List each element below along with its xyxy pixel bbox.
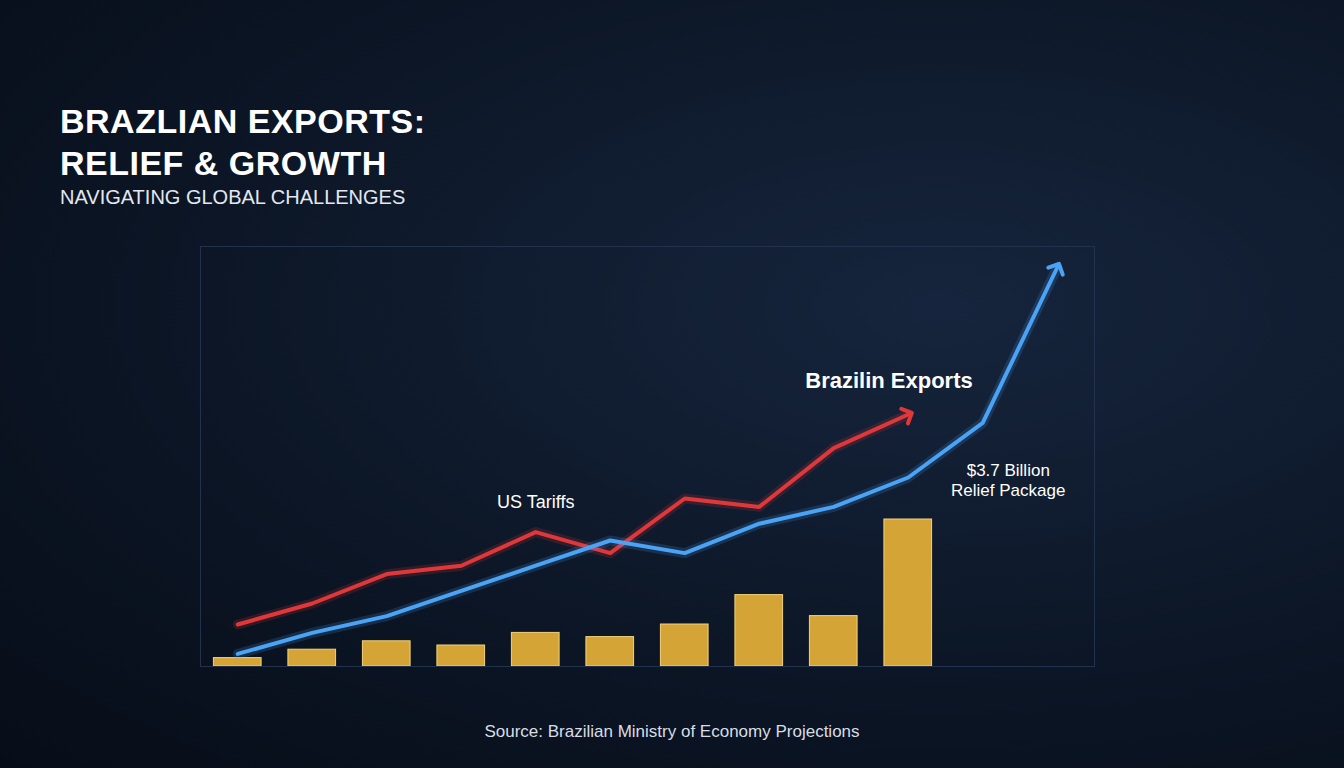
html-text:NAVIGATING GLOBAL CHALLENGES: NAVIGATING GLOBAL CHALLENGES <box>60 186 406 208</box>
html-text:BRAZLIAN EXPORTS: RELIEF & GRO: BRAZLIAN EXPORTS: RELIEF & GROWTH <box>60 102 426 182</box>
html-text:Source: Brazilian Ministry of: Source: Brazilian Ministry of Economy Pr… <box>484 722 860 741</box>
svg-text:$3.7 BillionRelief Package: $3.7 BillionRelief Package <box>951 461 1065 500</box>
svg-text:Brazilin Exports: Brazilin Exports <box>805 368 972 393</box>
svg-text:US Tariffs: US Tariffs <box>497 492 574 512</box>
